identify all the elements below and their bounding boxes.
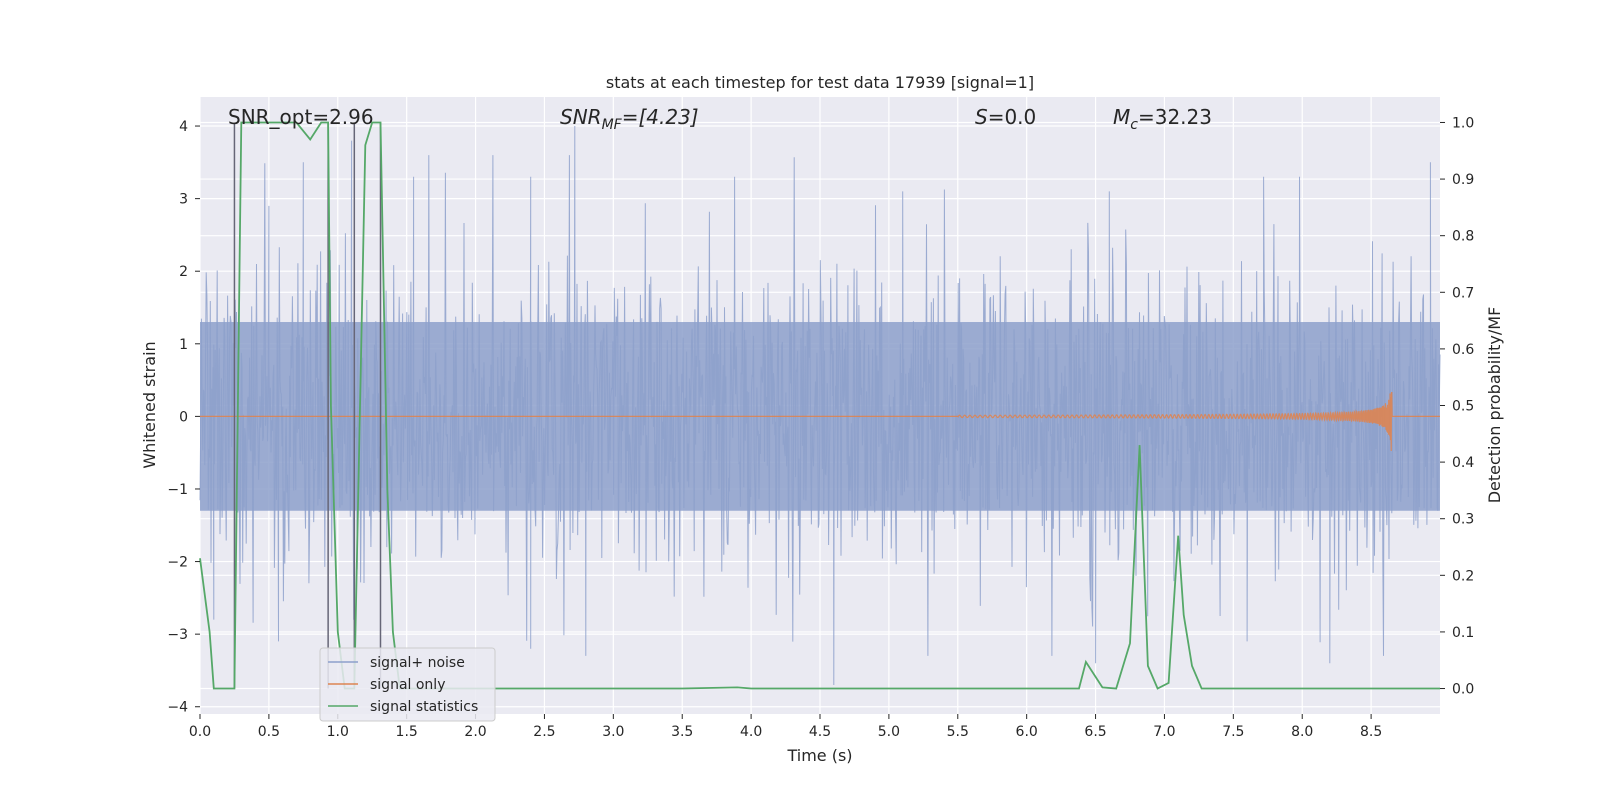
y-tick-label: 0 — [179, 409, 188, 425]
x-tick-label: 0.5 — [258, 724, 280, 740]
x-tick-label: 6.5 — [1084, 724, 1106, 740]
x-tick-label: 8.5 — [1360, 724, 1382, 740]
x-axis-label: Time (s) — [786, 746, 852, 765]
noise-line — [199, 125, 1441, 686]
annotation-snr-opt: SNR_opt=2.96 — [228, 105, 374, 129]
mc-sub: c — [1130, 117, 1138, 133]
y2-tick-label: 0.9 — [1452, 172, 1474, 188]
y-axis-left: 4 3 2 1 0 −1 −2 −3 −4 — [167, 119, 200, 716]
y2-tick-label: 0.6 — [1452, 342, 1474, 358]
y2-tick-label: 0.8 — [1452, 229, 1474, 245]
mc-main: M — [1113, 105, 1130, 129]
y2-tick-label: 0.1 — [1452, 625, 1474, 641]
x-tick-label: 5.0 — [878, 724, 900, 740]
snr-mf-main: SNR — [560, 105, 602, 129]
x-tick-label: 8.0 — [1291, 724, 1313, 740]
y2-tick-label: 1.0 — [1452, 115, 1474, 131]
chart-title: stats at each timestep for test data 179… — [606, 73, 1034, 92]
legend-box — [319, 647, 496, 722]
y-axis-right: 1.0 0.9 0.8 0.7 0.6 0.5 0.4 0.3 0.2 0.1 0.0 — [1440, 115, 1474, 698]
x-tick-label: 1.5 — [396, 724, 418, 740]
legend-label-stats: signal statistics — [370, 699, 478, 715]
x-tick-label: 2.5 — [533, 724, 555, 740]
x-tick-label: 1.0 — [327, 724, 349, 740]
signal-only-series — [200, 392, 1440, 452]
y-tick-label: 2 — [179, 264, 188, 280]
legend-label-signal: signal only — [370, 677, 445, 693]
y-tick-label: 4 — [179, 119, 188, 135]
snr-mf-sub: MF — [602, 117, 623, 133]
y-tick-label: −3 — [167, 627, 188, 643]
annotation-snr-mf: SNRMF=[4.23] — [560, 105, 699, 133]
y-tick-label: 1 — [179, 337, 188, 353]
x-tick-label: 4.5 — [809, 724, 831, 740]
snr-mf-rest: =[4.23] — [622, 105, 699, 129]
x-tick-label: 6.0 — [1016, 724, 1038, 740]
y-tick-label: 3 — [179, 192, 188, 208]
y2-tick-label: 0.3 — [1452, 512, 1474, 528]
x-tick-label: 7.0 — [1153, 724, 1175, 740]
y2-tick-label: 0.0 — [1452, 682, 1474, 698]
legend-label-noise: signal+ noise — [370, 655, 465, 671]
x-tick-label: 5.5 — [947, 724, 969, 740]
annotation-s: S=0.0 — [975, 105, 1036, 129]
s-rest: =0.0 — [988, 105, 1037, 129]
legend: signal+ noise signal only signal statist… — [319, 647, 496, 722]
x-tick-label: 2.0 — [464, 724, 486, 740]
y-axis-label: Whitened strain — [140, 341, 159, 468]
x-axis: 0.0 0.5 1.0 1.5 2.0 2.5 3.0 3.5 4.0 4.5 5.0 5.5 6.0 6… — [189, 714, 1382, 740]
y-tick-label: −4 — [167, 700, 188, 716]
y2-tick-label: 0.4 — [1452, 455, 1474, 471]
y-tick-label: −1 — [167, 482, 188, 498]
y2-tick-label: 0.5 — [1452, 399, 1474, 415]
mc-rest: =32.23 — [1138, 105, 1212, 129]
annotation-mc: Mc=32.23 — [1113, 105, 1212, 133]
x-tick-label: 0.0 — [189, 724, 211, 740]
x-tick-label: 4.0 — [740, 724, 762, 740]
y2-tick-label: 0.7 — [1452, 285, 1474, 301]
signal-line — [200, 392, 1440, 452]
x-tick-label: 3.5 — [671, 724, 693, 740]
x-tick-label: 3.0 — [602, 724, 624, 740]
y2-tick-label: 0.2 — [1452, 568, 1474, 584]
y-tick-label: −2 — [167, 555, 188, 571]
s-main: S — [975, 105, 988, 129]
y2-axis-label: Detection probability/MF — [1485, 307, 1504, 504]
x-tick-label: 7.5 — [1222, 724, 1244, 740]
